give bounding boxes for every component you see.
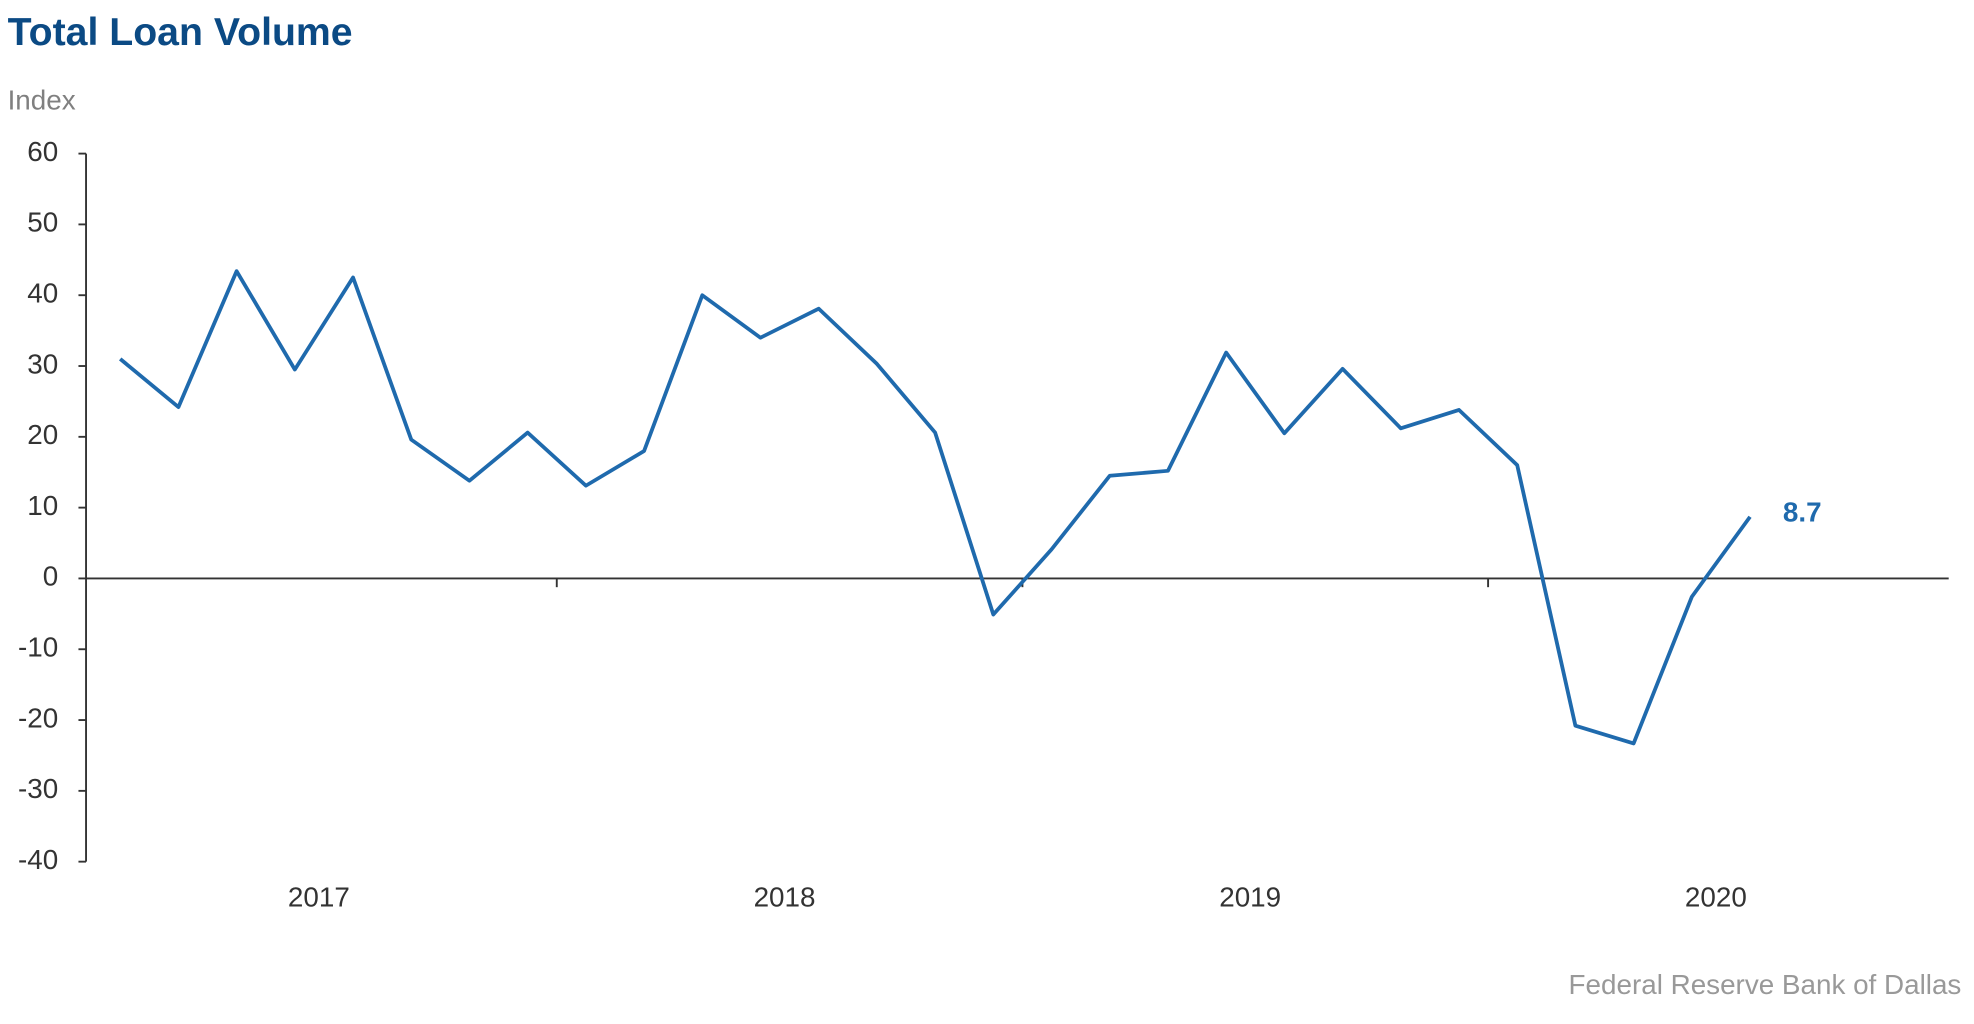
chart-title: Total Loan Volume bbox=[8, 11, 353, 54]
y-tick-label: -40 bbox=[18, 844, 58, 875]
x-tick-label: 2017 bbox=[288, 882, 350, 913]
y-axis-label: Index bbox=[8, 85, 76, 116]
source: Federal Reserve Bank of Dallas bbox=[1569, 969, 1962, 1000]
data-line bbox=[118, 269, 1752, 746]
y-tick-label: 50 bbox=[27, 207, 58, 238]
x-tick-label: 2019 bbox=[1219, 882, 1281, 913]
y-tick-label: 30 bbox=[27, 348, 58, 379]
y-tick-label: 60 bbox=[27, 136, 58, 167]
x-tick-label: 2020 bbox=[1685, 882, 1747, 913]
data-label: 8.7 bbox=[1783, 497, 1822, 528]
y-tick-label: 10 bbox=[27, 490, 58, 521]
y-tick-label: -20 bbox=[18, 702, 58, 733]
x-tick-label: 2018 bbox=[754, 882, 816, 913]
y-tick-label: -10 bbox=[18, 632, 58, 663]
y-tick-label: 20 bbox=[27, 419, 58, 450]
y-tick-label: -30 bbox=[18, 773, 58, 804]
y-tick-label: 40 bbox=[27, 278, 58, 309]
y-tick-label: 0 bbox=[43, 561, 58, 592]
